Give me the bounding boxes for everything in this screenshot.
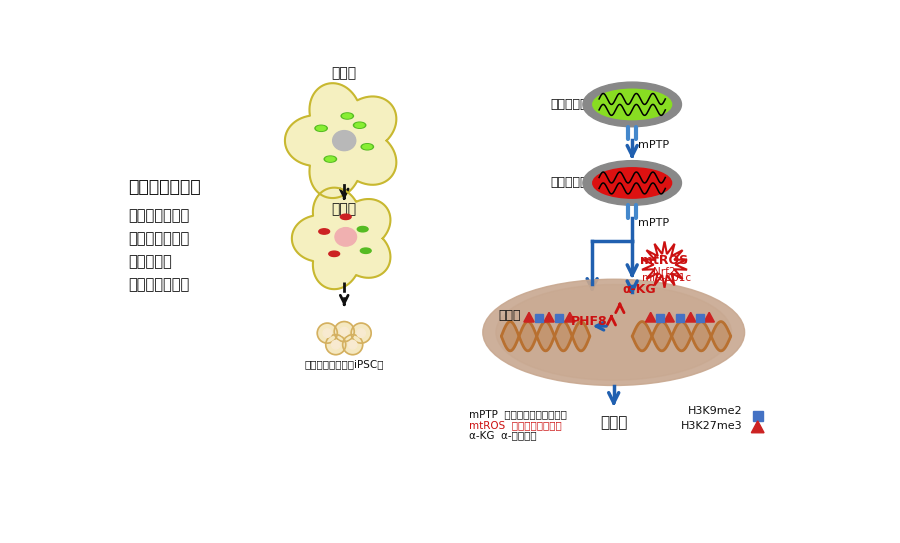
Polygon shape: [285, 83, 396, 198]
Text: 青春化之华山。: 青春化之华山。: [129, 231, 190, 246]
Text: 不可逐反，: 不可逐反，: [129, 254, 173, 269]
Ellipse shape: [317, 126, 326, 130]
Ellipse shape: [333, 131, 356, 150]
Text: PHF8: PHF8: [571, 315, 608, 328]
Ellipse shape: [357, 226, 368, 232]
Ellipse shape: [355, 123, 365, 128]
Ellipse shape: [363, 144, 372, 149]
Text: H3K27me3: H3K27me3: [680, 421, 742, 431]
Ellipse shape: [583, 161, 681, 205]
Ellipse shape: [360, 248, 371, 254]
Circle shape: [340, 327, 348, 336]
Polygon shape: [686, 312, 696, 322]
Circle shape: [348, 340, 357, 349]
Text: 肿纤维化改善，: 肿纤维化改善，: [129, 208, 190, 223]
Ellipse shape: [335, 228, 356, 246]
Bar: [676, 314, 684, 321]
Ellipse shape: [342, 215, 349, 219]
Ellipse shape: [320, 230, 328, 233]
Polygon shape: [645, 312, 656, 322]
Circle shape: [326, 334, 346, 355]
Ellipse shape: [319, 229, 329, 234]
Bar: [555, 314, 562, 321]
Ellipse shape: [361, 144, 374, 150]
Ellipse shape: [343, 114, 352, 118]
Circle shape: [334, 321, 355, 342]
Text: 细胞核: 细胞核: [499, 309, 521, 322]
Text: 线粒体闪烁: 线粒体闪烁: [550, 176, 588, 190]
Ellipse shape: [593, 89, 671, 119]
Text: mPTP: mPTP: [638, 218, 670, 229]
Ellipse shape: [583, 82, 681, 127]
Ellipse shape: [328, 251, 339, 256]
Text: mPTP  线粒体膏转孔开放速率: mPTP 线粒体膏转孔开放速率: [469, 409, 567, 419]
Bar: [656, 314, 664, 321]
Circle shape: [351, 323, 371, 343]
Circle shape: [331, 340, 340, 349]
Ellipse shape: [341, 113, 354, 119]
Polygon shape: [704, 312, 715, 322]
Polygon shape: [544, 312, 554, 322]
Text: 重编程特征概述: 重编程特征概述: [129, 178, 202, 196]
Ellipse shape: [324, 156, 337, 162]
Text: Nrf2: Nrf2: [653, 267, 676, 276]
Text: H3K9me2: H3K9me2: [688, 406, 742, 416]
Text: 重编程: 重编程: [331, 67, 356, 80]
Text: mPTP: mPTP: [638, 140, 670, 150]
Text: α-KG  α-酸二丁酸: α-KG α-酸二丁酸: [469, 431, 536, 440]
Ellipse shape: [482, 279, 744, 386]
Text: 重编程: 重编程: [600, 415, 627, 431]
Ellipse shape: [496, 285, 732, 380]
Ellipse shape: [340, 214, 351, 219]
Circle shape: [357, 329, 365, 337]
Polygon shape: [664, 312, 674, 322]
Bar: [752, 411, 762, 420]
Text: 诱导多能干细胞（iPSC）: 诱导多能干细胞（iPSC）: [304, 359, 384, 369]
Polygon shape: [292, 188, 391, 289]
Text: 本细胞: 本细胞: [331, 202, 356, 216]
Bar: [696, 314, 704, 321]
Text: 自己燃烧而来。: 自己燃烧而来。: [129, 277, 190, 292]
Ellipse shape: [593, 168, 671, 198]
Bar: [536, 314, 543, 321]
Polygon shape: [524, 312, 535, 322]
Circle shape: [318, 323, 338, 343]
Circle shape: [343, 334, 363, 355]
Polygon shape: [642, 242, 687, 288]
Ellipse shape: [362, 249, 370, 252]
Text: mtROS  线粒体活性氧运动: mtROS 线粒体活性氧运动: [469, 420, 562, 430]
Ellipse shape: [354, 122, 365, 128]
Text: α-KG: α-KG: [622, 283, 656, 296]
Text: 正常线粒体: 正常线粒体: [550, 98, 588, 111]
Circle shape: [323, 329, 331, 337]
Ellipse shape: [330, 252, 338, 256]
Ellipse shape: [315, 125, 328, 131]
Polygon shape: [564, 312, 575, 322]
Text: mtROS: mtROS: [641, 254, 688, 267]
Ellipse shape: [326, 157, 335, 161]
Polygon shape: [752, 421, 764, 433]
Ellipse shape: [359, 227, 366, 231]
Text: miR-101c: miR-101c: [642, 274, 690, 283]
